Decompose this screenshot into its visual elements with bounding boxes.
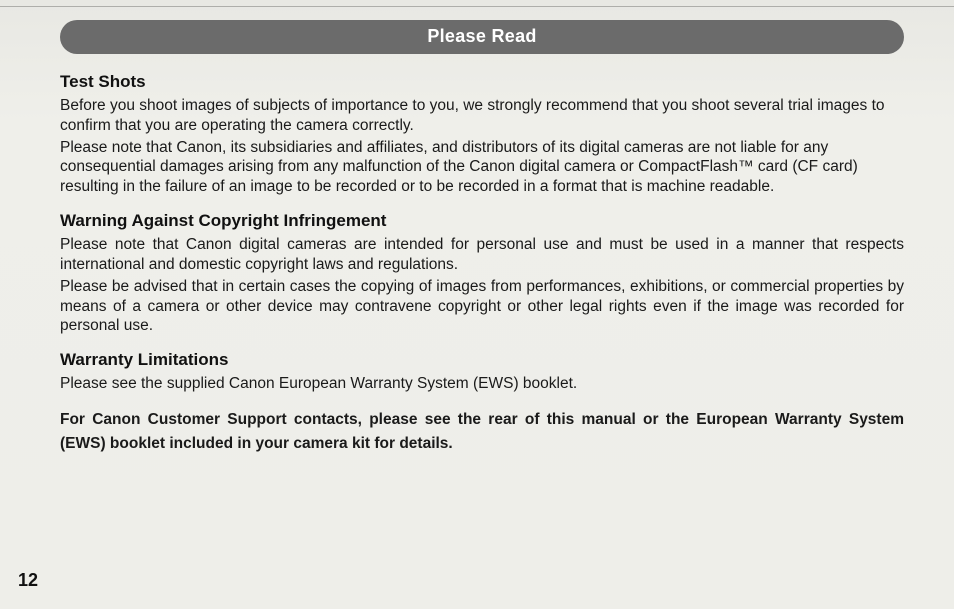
banner-title: Please Read [427, 26, 536, 46]
copyright-p1: Please note that Canon digital cameras a… [60, 235, 904, 275]
heading-test-shots: Test Shots [60, 72, 904, 92]
heading-warranty: Warranty Limitations [60, 350, 904, 370]
copyright-p2: Please be advised that in certain cases … [60, 277, 904, 336]
test-shots-p1: Before you shoot images of subjects of i… [60, 96, 904, 136]
manual-page: Please Read Test Shots Before you shoot … [0, 0, 954, 609]
test-shots-p2: Please note that Canon, its subsidiaries… [60, 138, 904, 197]
support-bold-note: For Canon Customer Support contacts, ple… [60, 408, 904, 456]
heading-copyright: Warning Against Copyright Infringement [60, 211, 904, 231]
page-number: 12 [18, 570, 38, 591]
warranty-p1: Please see the supplied Canon European W… [60, 374, 904, 394]
page-top-rule [0, 6, 954, 7]
section-banner: Please Read [60, 20, 904, 54]
